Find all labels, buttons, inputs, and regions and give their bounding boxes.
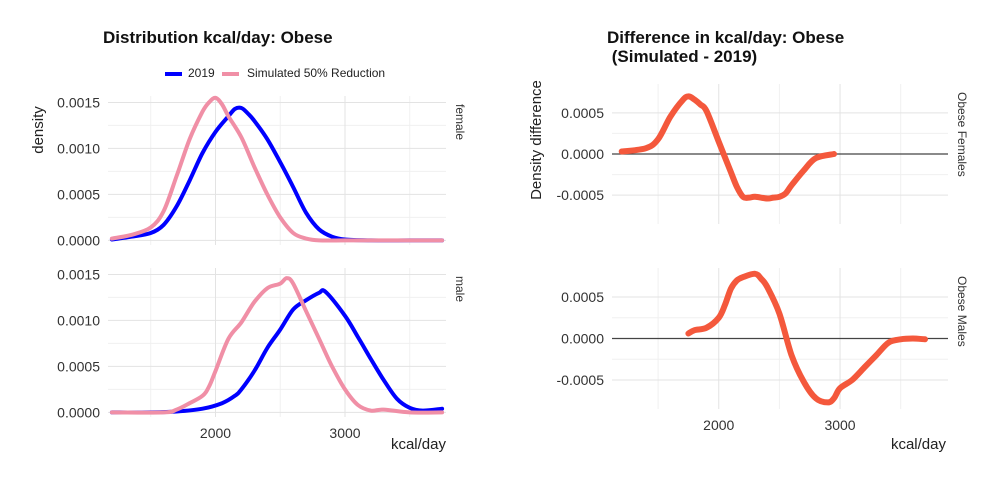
left-female-y-tick-label: 0.0010 [57, 140, 100, 156]
right-y-axis-title: Density difference [528, 80, 545, 200]
right-chart-title-line2: (Simulated - 2019) [607, 47, 758, 66]
right-chart-title-line1: Difference in kcal/day: Obese [607, 28, 845, 47]
left-female-facet-label: female [453, 104, 467, 140]
right-x-axis-title: kcal/day [891, 436, 947, 453]
left-chart-title: Distribution kcal/day: Obese [103, 28, 333, 47]
right-females-y-tick-label: -0.0005 [557, 187, 605, 203]
legend: 2019 Simulated 50% Reduction [165, 65, 425, 81]
legend-swatch-simulated [222, 72, 239, 76]
left-male-y-tick-label: 0.0010 [57, 312, 100, 328]
left-y-axis-title: density [30, 106, 47, 154]
right-males-y-tick-label: -0.0005 [557, 372, 605, 388]
right-males-y-tick-label: 0.0000 [561, 331, 604, 347]
right-males-facet-label: Obese Males [955, 276, 969, 347]
left-female-series-line-1 [109, 95, 445, 243]
left-x-axis-title: kcal/day [391, 436, 447, 453]
left-female-y-tick-label: 0.0015 [57, 94, 100, 110]
right-males-difference-line [685, 270, 928, 406]
left-male-y-tick-label: 0.0000 [57, 404, 100, 420]
left-female-series-line-0 [109, 105, 445, 243]
left-male-facet-label: male [453, 276, 467, 302]
legend-swatch-2019 [165, 72, 182, 76]
right-females-facet-label: Obese Females [955, 92, 969, 177]
left-male-y-tick-label: 0.0015 [57, 266, 100, 282]
right-males-y-tick-label: 0.0005 [561, 289, 604, 305]
left-male-y-tick-label: 0.0005 [57, 358, 100, 374]
right-females-y-tick-label: 0.0005 [561, 105, 604, 121]
left-male-series-line-1 [109, 276, 445, 415]
right-females-y-tick-label: 0.0000 [561, 146, 604, 162]
left-male-x-tick-label: 2000 [200, 425, 231, 441]
right-males-x-tick-label: 2000 [703, 417, 734, 433]
left-male-series-line-0 [109, 288, 445, 415]
left-female-y-tick-label: 0.0005 [57, 186, 100, 202]
left-female-y-tick-label: 0.0000 [57, 232, 100, 248]
left-male-x-tick-label: 3000 [329, 425, 360, 441]
right-males-x-tick-label: 3000 [824, 417, 855, 433]
legend-label-2019: 2019 [188, 66, 215, 80]
right-females-difference-line [618, 93, 837, 202]
legend-label-simulated: Simulated 50% Reduction [247, 66, 386, 80]
